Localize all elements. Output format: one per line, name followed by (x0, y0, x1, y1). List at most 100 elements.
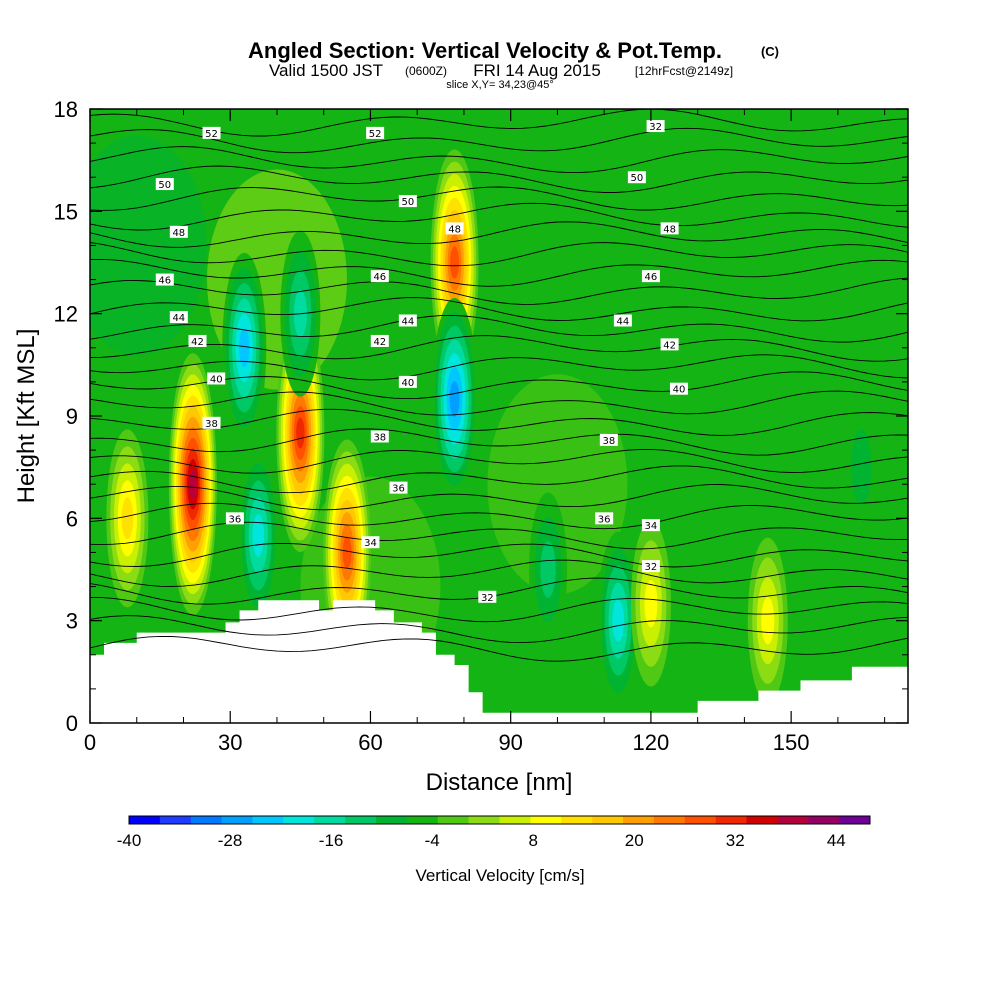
theta-contour-line (90, 127, 908, 154)
contour-label: 40 (398, 375, 417, 389)
contour-label: 44 (613, 314, 632, 327)
contour-label-text: 32 (481, 593, 494, 604)
velocity-cell (237, 446, 280, 625)
contour-label-box (155, 273, 174, 286)
theta-contour-line (90, 202, 908, 231)
contour-label-box (627, 171, 646, 184)
colorbar-swatch (221, 816, 253, 824)
contour-label-text: 50 (401, 197, 414, 208)
contour-label-box (613, 314, 632, 327)
colorbar-swatch (715, 816, 747, 824)
velocity-cell (222, 252, 267, 443)
contour-label: 48 (169, 225, 188, 239)
x-tick-label: 30 (218, 730, 242, 755)
contour-label-text: 40 (401, 378, 414, 389)
contour-label-box (202, 416, 221, 429)
subtitle-zulu: (0600Z) (405, 64, 447, 78)
contour-label: 46 (155, 273, 174, 287)
theta-contour-line (90, 408, 908, 436)
contour-label: 40 (669, 382, 688, 396)
contour-label-text: 34 (364, 538, 377, 549)
contour-label-box (370, 270, 389, 283)
contour-label-text: 48 (172, 228, 185, 239)
contour-label-text: 38 (373, 432, 386, 443)
theta-contour-line (90, 577, 908, 605)
contour-label: 38 (599, 433, 618, 447)
subtitle-date: FRI 14 Aug 2015 (473, 61, 601, 80)
subtitle-forecast: [12hrFcst@2149z] (635, 64, 733, 78)
contour-label-text: 48 (448, 224, 461, 235)
velocity-field (90, 109, 908, 723)
theta-contour-line (90, 258, 908, 287)
contour-label-box (370, 430, 389, 443)
subtitle-slice: slice X,Y= 34,23@45° (446, 79, 554, 91)
velocity-band (296, 417, 305, 449)
theta-contour-line (90, 165, 908, 193)
theta-contour-line (90, 314, 908, 343)
velocity-band (252, 514, 265, 557)
contour-label-box (366, 126, 385, 139)
contour-label-box (660, 338, 679, 351)
colorbar-swatch (499, 816, 531, 824)
contour-label: 40 (207, 372, 226, 385)
colorbar-tick-label: -4 (425, 831, 440, 850)
velocity-band (449, 381, 460, 417)
contour-label-text: 50 (631, 173, 644, 184)
velocity-cell (529, 492, 568, 647)
colorbar-tick-label: -28 (218, 831, 243, 850)
theta-contour-line (90, 502, 908, 530)
subtitle-valid: Valid 1500 JST (269, 61, 383, 80)
velocity-band (450, 246, 460, 279)
velocity-band (342, 536, 352, 569)
velocity-band (189, 469, 197, 499)
colorbar-swatch (592, 816, 624, 824)
contour-label: 36 (225, 512, 244, 525)
terrain-shape (90, 600, 908, 723)
contour-label-text: 46 (645, 272, 658, 283)
theta-contour-line (90, 635, 908, 662)
colorbar-swatch (746, 816, 778, 824)
velocity-cell (747, 537, 788, 704)
contour-label-box (398, 195, 417, 208)
colorbar-tick-label: 20 (625, 831, 644, 850)
chart-title: Angled Section: Vertical Velocity & Pot.… (248, 38, 722, 63)
contour-label-box (445, 222, 464, 235)
contour-label-text: 52 (369, 129, 382, 140)
theta-contour-line (90, 559, 908, 587)
theta-contour-line (90, 221, 908, 248)
contour-label-text: 50 (158, 180, 171, 191)
contour-label: 48 (445, 222, 464, 235)
theta-contour-line (90, 542, 908, 568)
contour-label-text: 38 (602, 436, 615, 447)
contour-label-box (155, 178, 174, 191)
contour-label: 46 (641, 270, 660, 283)
contour-label-text: 42 (191, 337, 204, 348)
colorbar-swatch (561, 816, 593, 824)
contour-label: 44 (169, 311, 188, 324)
contour-label-box (641, 560, 660, 573)
contour-label-box (641, 519, 660, 532)
y-tick-label: 18 (54, 97, 78, 122)
contour-label-text: 36 (229, 514, 242, 525)
contour-label: 42 (188, 334, 207, 348)
colorbar-swatch (777, 816, 809, 824)
contour-label: 48 (660, 222, 679, 235)
velocity-band (851, 429, 872, 505)
contour-label-text: 40 (673, 385, 686, 396)
colorbar-tick-label: -40 (117, 831, 142, 850)
contour-label-box (370, 334, 389, 347)
contour-label-text: 46 (158, 276, 171, 287)
colorbar-tick-label: -16 (319, 831, 344, 850)
colorbar-swatch (684, 816, 716, 824)
colorbar-swatch (283, 816, 315, 824)
contour-label: 36 (595, 512, 614, 525)
contour-label-text: 36 (392, 484, 405, 495)
theta-contour-line (90, 615, 908, 644)
theta-contour-line (90, 186, 908, 211)
contour-label-box (478, 590, 497, 603)
colorbar-swatch (468, 816, 500, 824)
velocity-cell (168, 353, 217, 616)
theta-contour-line (90, 335, 908, 362)
